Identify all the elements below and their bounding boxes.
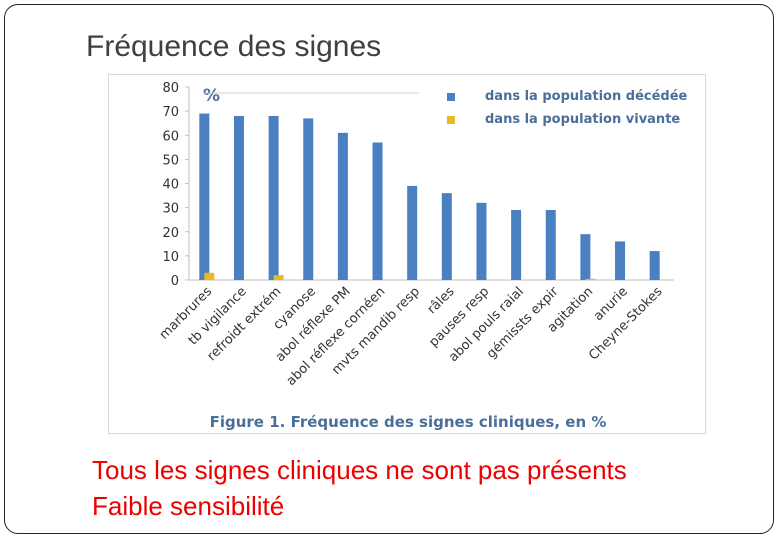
y-tick-label: 80 — [162, 81, 179, 96]
bar-decedee — [199, 113, 210, 280]
footer-text: Tous les signes cliniques ne sont pas pr… — [92, 452, 627, 524]
y-axis-label: % — [203, 86, 220, 106]
bar-decedee — [372, 142, 383, 280]
bar-decedee — [580, 234, 591, 280]
y-tick-label: 10 — [162, 250, 179, 265]
y-tick-label: 0 — [171, 274, 179, 289]
legend-label: dans la population décédée — [485, 89, 688, 104]
bar-decedee — [511, 210, 522, 280]
bar-decedee — [268, 115, 279, 280]
y-tick-label: 60 — [162, 129, 179, 144]
chart-title: Figure 1. Fréquence des signes cliniques… — [210, 413, 607, 431]
bar-vivante — [204, 272, 215, 280]
y-tick-label: 40 — [162, 178, 179, 193]
legend-swatch — [447, 93, 455, 101]
bar-decedee — [649, 251, 660, 280]
y-tick-label: 70 — [162, 105, 179, 120]
y-tick-label: 50 — [162, 153, 179, 168]
bar-decedee — [615, 241, 626, 280]
y-tick-label: 30 — [162, 202, 179, 217]
bar-decedee — [303, 118, 314, 280]
bar-vivante — [273, 275, 284, 280]
slide-frame — [4, 4, 774, 534]
legend-label: dans la population vivante — [485, 112, 680, 127]
legend-swatch — [447, 116, 455, 124]
slide-title: Fréquence des signes — [86, 30, 382, 63]
footer-line-sensitivity: Faible sensibilité — [92, 491, 285, 521]
bar-chart: 0 10 20 30 40 50 60 70 80% dans la population déc… — [157, 81, 688, 431]
footer-line-presence: Tous les signes cliniques ne sont pas pr… — [92, 455, 627, 485]
bar-decedee — [476, 202, 487, 280]
bar-decedee — [233, 115, 244, 280]
chart-panel: 0 10 20 30 40 50 60 70 80% dans la population déc… — [108, 74, 706, 434]
bar-vivante — [585, 278, 596, 280]
y-tick-label: 20 — [162, 226, 179, 241]
bar-decedee — [545, 210, 556, 280]
bar-decedee — [337, 132, 348, 280]
bar-decedee — [407, 185, 418, 280]
bar-decedee — [441, 193, 452, 280]
